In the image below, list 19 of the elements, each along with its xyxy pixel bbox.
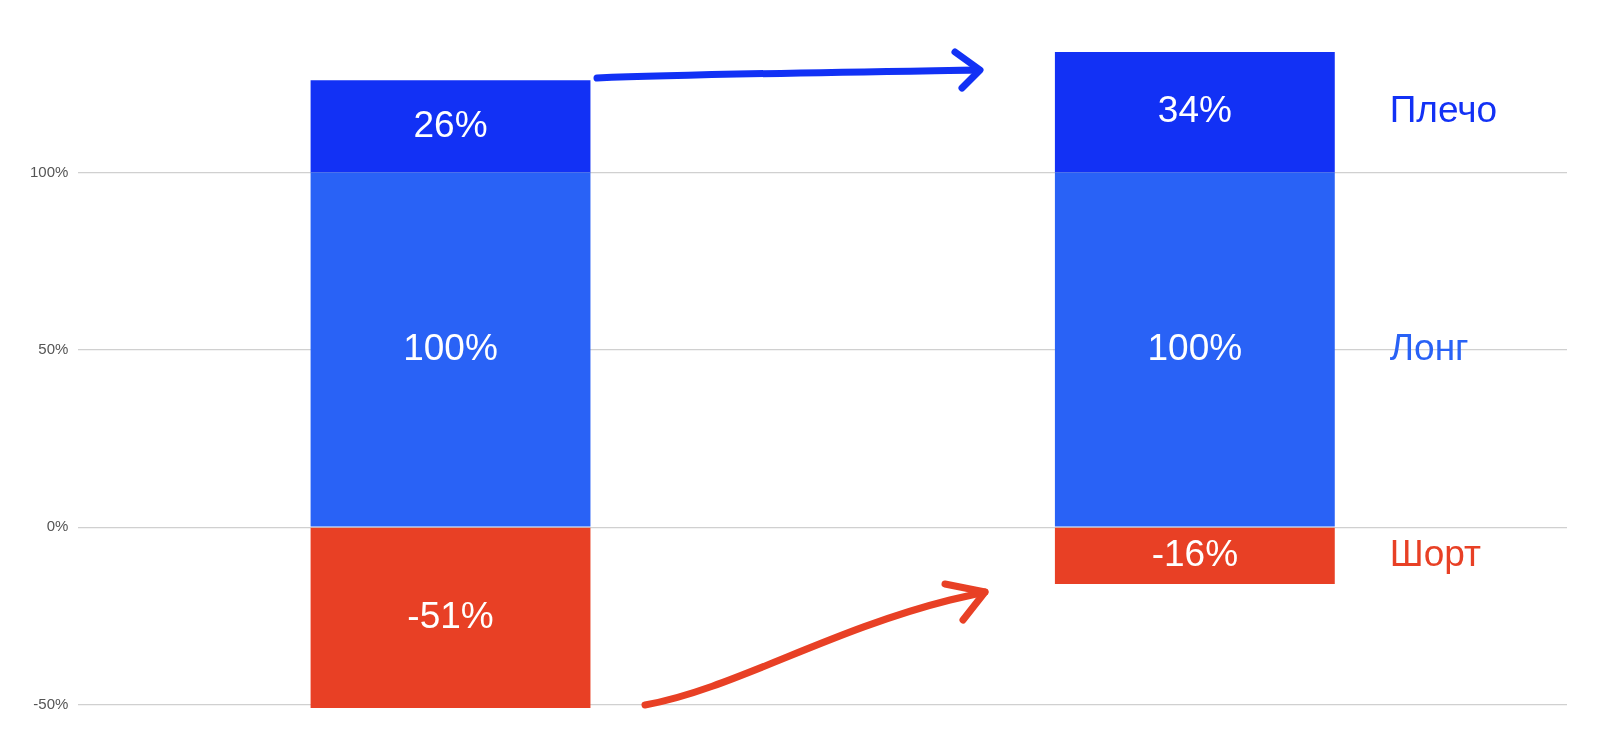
data-label: -51%: [407, 595, 494, 637]
data-label: 100%: [1147, 326, 1243, 368]
bar: [1054, 527, 1335, 584]
bar: [1054, 172, 1335, 527]
data-label: 34%: [1157, 89, 1232, 131]
bar: [310, 172, 591, 527]
y-tick-label: 50%: [38, 340, 69, 357]
bar: [310, 80, 591, 173]
data-label: 26%: [413, 103, 488, 145]
series-label: Плечо: [1389, 89, 1498, 131]
y-tick-label: 100%: [29, 162, 69, 180]
bar: [310, 527, 591, 708]
bar: [1054, 52, 1335, 173]
series-label: Лонг: [1389, 326, 1469, 368]
data-label: -16%: [1151, 533, 1239, 575]
data-label: 100%: [403, 326, 498, 368]
y-tick-label: 0%: [46, 517, 69, 535]
series-label: Шорт: [1389, 533, 1482, 575]
y-tick-label: -50%: [33, 694, 69, 712]
